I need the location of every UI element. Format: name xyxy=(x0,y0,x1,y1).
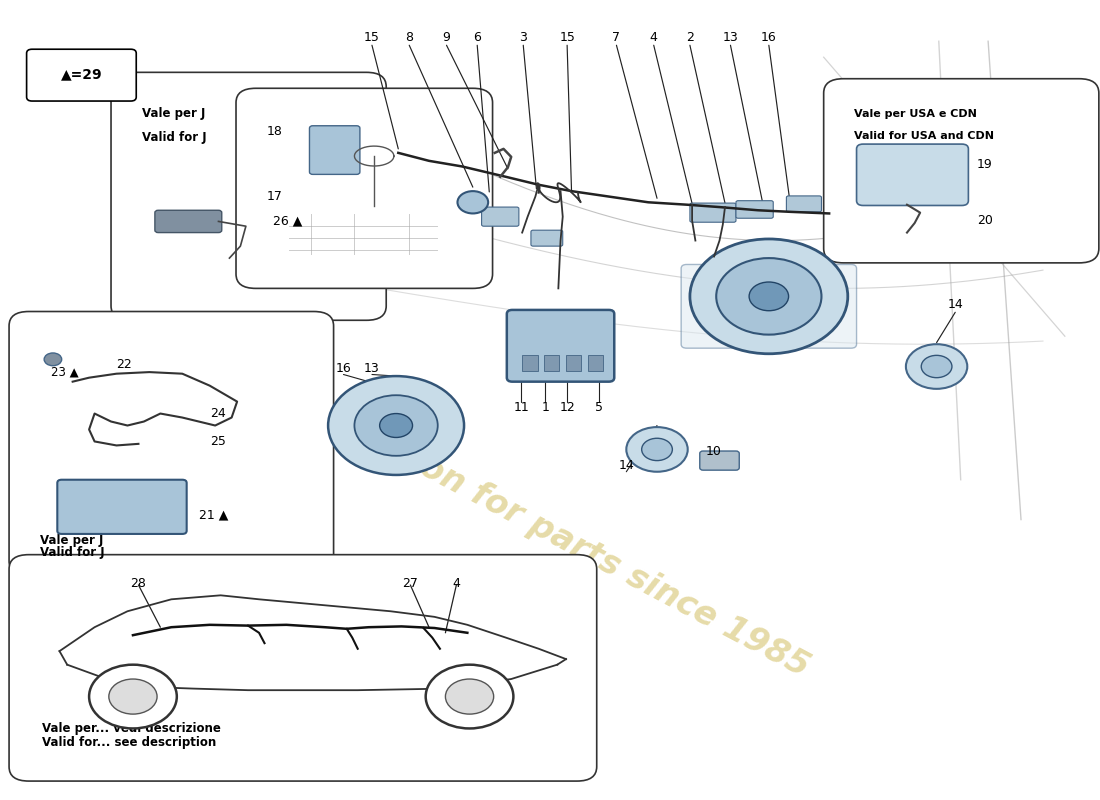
Text: 19: 19 xyxy=(977,158,993,171)
Circle shape xyxy=(446,679,494,714)
FancyBboxPatch shape xyxy=(786,196,822,212)
FancyBboxPatch shape xyxy=(236,88,493,288)
Text: Valid for J: Valid for J xyxy=(40,546,104,558)
FancyBboxPatch shape xyxy=(531,230,563,246)
Text: 27: 27 xyxy=(403,577,418,590)
FancyBboxPatch shape xyxy=(309,126,360,174)
Text: 22: 22 xyxy=(117,358,132,370)
Text: Vale per... vedi descrizione: Vale per... vedi descrizione xyxy=(42,722,221,735)
Text: 10: 10 xyxy=(706,446,722,458)
Circle shape xyxy=(921,355,952,378)
Text: 13: 13 xyxy=(364,362,380,374)
FancyBboxPatch shape xyxy=(700,451,739,470)
FancyBboxPatch shape xyxy=(522,354,538,370)
FancyBboxPatch shape xyxy=(690,203,736,222)
Text: 3: 3 xyxy=(519,30,527,44)
FancyBboxPatch shape xyxy=(681,265,857,348)
Text: 14: 14 xyxy=(618,459,635,472)
Text: 15: 15 xyxy=(364,30,380,44)
Text: 24: 24 xyxy=(210,407,225,420)
FancyBboxPatch shape xyxy=(111,72,386,320)
Text: 26 ▲: 26 ▲ xyxy=(273,214,303,227)
Text: Valid for... see description: Valid for... see description xyxy=(42,736,217,749)
Text: 5: 5 xyxy=(595,402,603,414)
Circle shape xyxy=(426,665,514,729)
Text: 25: 25 xyxy=(210,435,225,448)
Text: 12: 12 xyxy=(559,402,575,414)
Text: 16: 16 xyxy=(761,30,777,44)
Text: ▲=29: ▲=29 xyxy=(60,68,102,82)
Text: 4: 4 xyxy=(452,577,460,590)
FancyBboxPatch shape xyxy=(9,554,596,781)
Circle shape xyxy=(44,353,62,366)
Circle shape xyxy=(89,665,177,729)
FancyBboxPatch shape xyxy=(736,201,773,218)
Text: 17: 17 xyxy=(266,190,283,203)
Text: passion for parts since 1985: passion for parts since 1985 xyxy=(328,404,815,683)
Text: Vale per J: Vale per J xyxy=(142,106,205,120)
FancyBboxPatch shape xyxy=(566,354,582,370)
Text: 9: 9 xyxy=(442,30,451,44)
FancyBboxPatch shape xyxy=(155,210,222,233)
Circle shape xyxy=(906,344,967,389)
Circle shape xyxy=(379,414,412,438)
Text: 20: 20 xyxy=(977,214,993,227)
FancyBboxPatch shape xyxy=(57,480,187,534)
Text: 8: 8 xyxy=(405,30,414,44)
Circle shape xyxy=(690,239,848,354)
FancyBboxPatch shape xyxy=(857,144,968,206)
Text: 28: 28 xyxy=(131,577,146,590)
Text: 14: 14 xyxy=(947,298,964,311)
Circle shape xyxy=(626,427,688,472)
FancyBboxPatch shape xyxy=(482,207,519,226)
Text: 15: 15 xyxy=(559,30,575,44)
Circle shape xyxy=(749,282,789,310)
Text: 4: 4 xyxy=(650,30,658,44)
Text: Valid for J: Valid for J xyxy=(142,130,207,143)
FancyBboxPatch shape xyxy=(587,354,603,370)
FancyBboxPatch shape xyxy=(507,310,614,382)
FancyBboxPatch shape xyxy=(9,311,333,575)
Text: Valid for USA and CDN: Valid for USA and CDN xyxy=(855,131,994,142)
FancyBboxPatch shape xyxy=(824,78,1099,263)
Text: Vale per USA e CDN: Vale per USA e CDN xyxy=(855,109,977,119)
Text: 2: 2 xyxy=(686,30,694,44)
Text: 21 ▲: 21 ▲ xyxy=(199,508,228,522)
FancyBboxPatch shape xyxy=(26,50,136,101)
Circle shape xyxy=(109,679,157,714)
Circle shape xyxy=(716,258,822,334)
Text: 11: 11 xyxy=(514,402,529,414)
Circle shape xyxy=(328,376,464,475)
Text: 6: 6 xyxy=(473,30,481,44)
Text: Vale per J: Vale per J xyxy=(40,534,103,546)
Circle shape xyxy=(354,395,438,456)
Text: 7: 7 xyxy=(613,30,620,44)
Text: 13: 13 xyxy=(723,30,738,44)
Circle shape xyxy=(641,438,672,461)
FancyBboxPatch shape xyxy=(544,354,560,370)
Text: 1: 1 xyxy=(541,402,549,414)
Text: 16: 16 xyxy=(336,362,351,374)
Text: 18: 18 xyxy=(266,125,283,138)
Circle shape xyxy=(458,191,488,214)
Text: 23 ▲: 23 ▲ xyxy=(51,366,78,378)
